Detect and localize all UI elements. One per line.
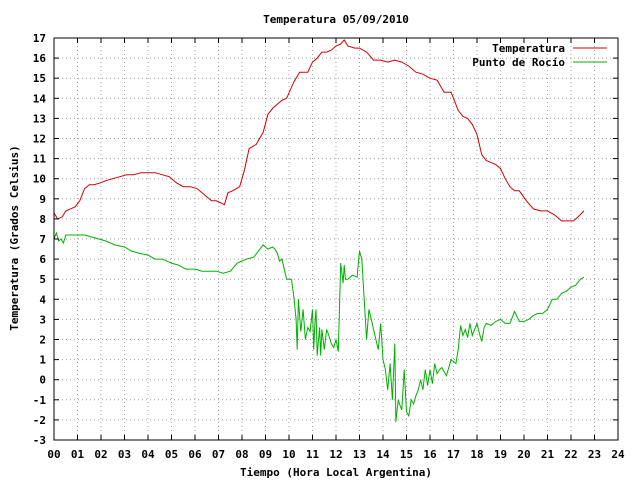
y-tick-label: 7 [39,233,46,246]
x-tick-label: 13 [353,448,366,461]
legend-label-punto-de-rocio: Punto de Rocío [472,56,565,69]
x-tick-label: 06 [188,448,202,461]
x-tick-label: 01 [71,448,85,461]
y-tick-label: 3 [39,313,46,326]
x-tick-label: 04 [141,448,155,461]
data-series [53,39,585,422]
y-tick-label: 11 [33,153,47,166]
y-tick-label: 15 [33,72,46,85]
y-tick-label: 16 [33,52,47,65]
y-tick-label: 10 [33,173,46,186]
axis-ticks: 00 01 02 03 04 05 06 07 08 09 10 11 12 13 14 15 16 17 18 19… [33,32,625,461]
y-tick-label: 14 [33,92,47,105]
x-axis-label: Tiempo (Hora Local Argentina) [240,466,432,479]
y-tick-label: 1 [39,354,46,367]
y-axis-label: Temperatura (Grados Celsius) [8,145,21,330]
y-tick-label: -2 [33,414,46,427]
x-tick-label: 11 [306,448,320,461]
legend-label-temperatura: Temperatura [492,42,565,55]
x-tick-label: 03 [118,448,131,461]
y-tick-label: -1 [33,394,47,407]
y-tick-label: 17 [33,32,46,45]
x-tick-label: 10 [282,448,295,461]
y-tick-label: 5 [39,273,46,286]
series-line-temperatura [53,39,585,222]
y-tick-label: 13 [33,112,46,125]
x-tick-label: 20 [517,448,530,461]
y-tick-label: 0 [39,374,46,387]
x-tick-label: 21 [541,448,555,461]
y-tick-label: 12 [33,133,46,146]
x-tick-label: 17 [447,448,460,461]
series-line-punto-de-rocio [53,231,585,422]
x-tick-label: 19 [494,448,507,461]
y-tick-label: 6 [39,253,46,266]
x-tick-label: 24 [611,448,625,461]
y-tick-label: 4 [39,293,46,306]
x-tick-label: 16 [423,448,437,461]
chart-title: Temperatura 05/09/2010 [263,13,409,26]
y-tick-label: 9 [39,193,46,206]
x-tick-label: 14 [376,448,390,461]
x-tick-label: 00 [47,448,60,461]
x-tick-label: 12 [329,448,342,461]
x-tick-label: 07 [212,448,225,461]
y-tick-label: -3 [33,434,46,447]
x-tick-label: 09 [259,448,272,461]
y-tick-label: 8 [39,213,46,226]
legend: Temperatura Punto de Rocío [472,42,607,69]
x-tick-label: 15 [400,448,413,461]
x-tick-label: 22 [564,448,577,461]
x-tick-label: 18 [470,448,483,461]
x-tick-label: 08 [235,448,248,461]
x-tick-label: 05 [165,448,178,461]
y-tick-label: 2 [39,334,46,347]
x-tick-label: 23 [588,448,601,461]
x-tick-label: 02 [94,448,107,461]
grid-lines [54,38,618,440]
